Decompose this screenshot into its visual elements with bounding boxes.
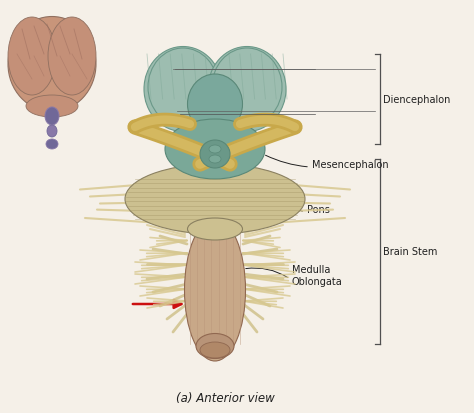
Ellipse shape <box>212 49 282 127</box>
Ellipse shape <box>184 219 246 361</box>
Ellipse shape <box>200 141 230 169</box>
Ellipse shape <box>196 334 234 358</box>
Ellipse shape <box>209 156 221 164</box>
Ellipse shape <box>188 75 243 135</box>
Ellipse shape <box>208 47 286 132</box>
Ellipse shape <box>165 120 265 180</box>
Text: (a) Anterior view: (a) Anterior view <box>176 391 274 404</box>
Ellipse shape <box>125 165 305 235</box>
Ellipse shape <box>200 342 230 358</box>
Ellipse shape <box>45 108 59 126</box>
Ellipse shape <box>188 218 243 240</box>
Ellipse shape <box>148 49 218 127</box>
Ellipse shape <box>47 126 57 138</box>
Ellipse shape <box>209 146 221 154</box>
Text: Mesencephalon: Mesencephalon <box>312 159 389 170</box>
Ellipse shape <box>26 96 78 118</box>
Text: Medulla
Oblongata: Medulla Oblongata <box>292 264 343 287</box>
Text: Brain Stem: Brain Stem <box>383 247 438 256</box>
Ellipse shape <box>8 18 56 96</box>
Ellipse shape <box>46 140 58 150</box>
Text: Pons: Pons <box>307 204 330 214</box>
Text: Diencephalon: Diencephalon <box>383 95 450 105</box>
Ellipse shape <box>8 17 96 112</box>
Ellipse shape <box>48 18 96 96</box>
Ellipse shape <box>144 47 222 132</box>
